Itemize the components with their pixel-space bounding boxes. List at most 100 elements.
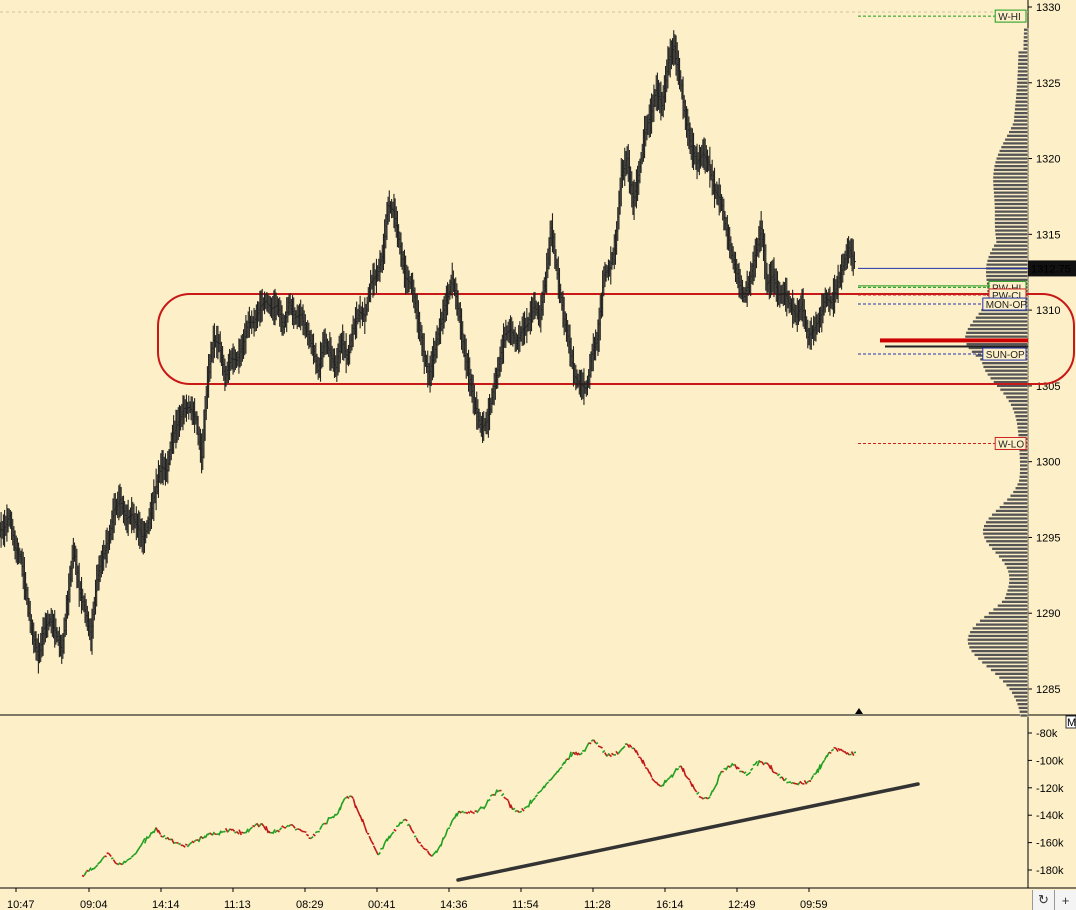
level-label: MON-OP [986, 300, 1027, 311]
delta-segment [790, 781, 794, 785]
volume-profile-bar [993, 164, 1029, 168]
delta-segment [308, 837, 312, 840]
delta-segment [128, 857, 132, 860]
refresh-icon: ↻ [1038, 892, 1049, 907]
volume-profile-bar [975, 622, 1029, 627]
level-label: W-HI [998, 12, 1021, 23]
delta-segment [772, 771, 776, 774]
delta-segment [339, 802, 344, 811]
volume-profile-bar [983, 615, 1029, 619]
delta-segment [658, 784, 662, 788]
volume-profile-bar [965, 331, 1029, 335]
delta-segment [615, 750, 619, 755]
delta-segment [460, 810, 464, 814]
delta-segment [478, 806, 482, 811]
delta-segment [420, 844, 424, 848]
delta-segment [150, 830, 155, 834]
price-tick-label: 1290 [1036, 608, 1060, 620]
volume-profile-bar [994, 213, 1029, 218]
delta-segment [256, 823, 260, 828]
volume-profile-bar [992, 179, 1029, 183]
delta-segment [276, 829, 280, 833]
delta-tick-label: -80k [1036, 728, 1058, 740]
delta-segment [568, 751, 572, 760]
delta-segment [162, 834, 166, 838]
time-marker-icon [855, 708, 863, 714]
delta-segment [776, 773, 781, 777]
delta-segment [330, 816, 334, 819]
volume-profile-bar [1017, 62, 1029, 66]
volume-profile-bar [1019, 710, 1029, 714]
delta-segment [92, 866, 97, 870]
delta-segment [814, 768, 819, 775]
volume-profile-bar [994, 232, 1029, 236]
volume-profile-bar [1008, 577, 1029, 581]
time-tick-label: 12:49 [728, 899, 756, 910]
volume-profile-bar [1019, 460, 1029, 464]
indicator-tag-label: M [1067, 717, 1076, 729]
volume-profile-bar [1012, 406, 1029, 411]
volume-profile-bar [998, 675, 1029, 680]
delta-segment [171, 838, 175, 844]
delta-segment [763, 762, 767, 765]
delta-segment [393, 828, 397, 832]
delta-segment [716, 774, 720, 785]
volume-profile-bar [982, 528, 1029, 532]
volume-profile-bar [991, 547, 1029, 551]
volume-profile-bar [1017, 69, 1029, 74]
delta-segment [265, 825, 269, 834]
level-label: SUN-OP [986, 350, 1025, 361]
delta-segment [314, 830, 318, 834]
delta-segment [267, 830, 271, 834]
add-button[interactable]: + [1054, 890, 1076, 910]
volume-profile-bar [1017, 482, 1029, 487]
refresh-button[interactable]: ↻ [1032, 890, 1054, 910]
volume-profile-bar [996, 156, 1029, 161]
volume-profile-bar [988, 611, 1029, 615]
delta-segment [341, 798, 346, 804]
volume-profile-bar [1013, 410, 1029, 415]
volume-profile-bar [985, 520, 1029, 524]
delta-segment [725, 765, 729, 771]
delta-segment [579, 752, 583, 756]
level-label: PW-CL [992, 291, 1024, 302]
delta-segment [810, 775, 815, 781]
delta-segment [449, 820, 453, 827]
volume-profile-bar [972, 626, 1029, 631]
volume-profile-bar [993, 194, 1029, 199]
delta-segment [247, 828, 251, 833]
delta-segment [633, 747, 637, 753]
delta-segment [472, 811, 475, 815]
volume-profile-bar [994, 206, 1029, 210]
volume-profile-bar [1011, 691, 1029, 695]
delta-segment [673, 767, 678, 774]
delta-segment [469, 810, 473, 814]
volume-profile-bar [1017, 54, 1029, 58]
volume-profile-bar [1008, 581, 1029, 585]
level-label-box [982, 297, 1027, 311]
volume-profile-bar [990, 668, 1029, 672]
delta-segment [583, 746, 588, 753]
volume-profile-bar [1013, 694, 1029, 699]
delta-segment [186, 843, 191, 848]
volume-profile-bar [999, 149, 1029, 153]
delta-segment [274, 829, 278, 834]
volume-profile-bar [986, 262, 1029, 267]
delta-segment [287, 824, 292, 828]
delta-segment [121, 860, 126, 865]
volume-profile-bar [988, 543, 1029, 547]
delta-segment [669, 774, 673, 779]
delta-segment [408, 824, 413, 831]
delta-segment [590, 739, 594, 742]
volume-profile-bar [1022, 47, 1029, 51]
volume-profile-bar [1014, 414, 1029, 418]
delta-segment [346, 795, 350, 800]
delta-segment [601, 749, 606, 754]
volume-profile-bar [1015, 92, 1029, 96]
delta-segment [294, 828, 298, 831]
volume-profile-bar [994, 228, 1029, 233]
volume-profile-bar [1017, 65, 1029, 70]
delta-segment [505, 798, 509, 801]
delta-segment [231, 828, 236, 832]
